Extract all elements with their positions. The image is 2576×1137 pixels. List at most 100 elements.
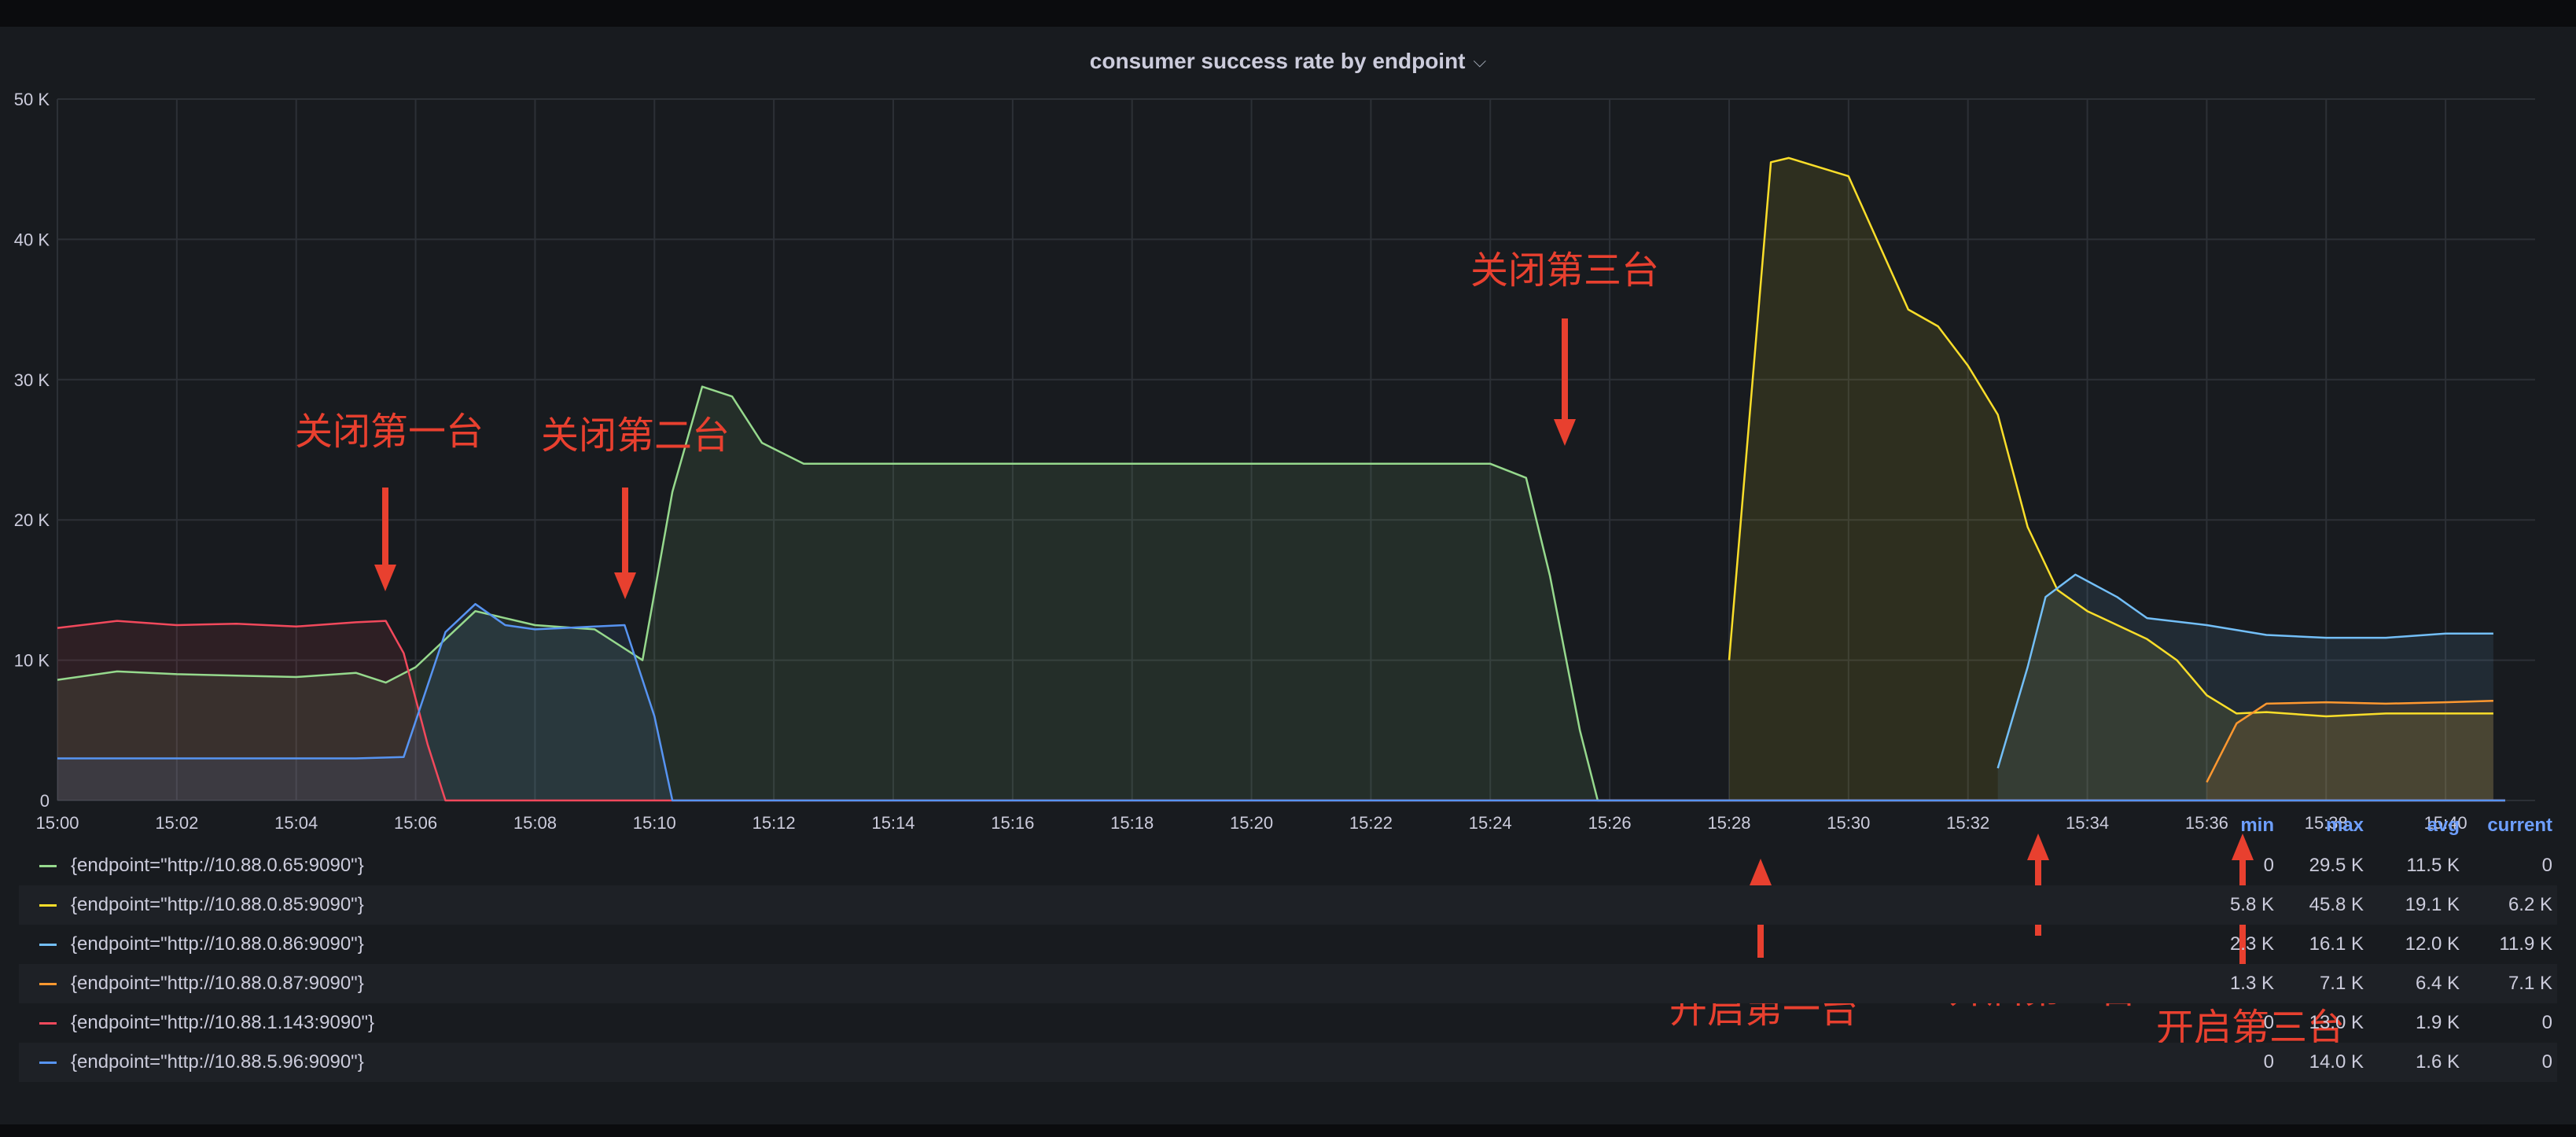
legend-row[interactable]: {endpoint="http://10.88.0.85:9090"} 5.8 K… — [19, 885, 2557, 925]
series-line-1 — [1728, 156, 2493, 718]
x-tick-label: 15:36 — [2185, 813, 2228, 833]
legend-swatch[interactable] — [39, 944, 57, 946]
annotation-label: 开启第三台 — [2156, 1007, 2345, 1049]
y-tick-label: 30 K — [14, 370, 50, 390]
x-tick-label: 15:08 — [513, 813, 557, 833]
legend-stat-min: 0 — [2263, 1051, 2274, 1073]
legend-stat-min: 0 — [2263, 855, 2274, 876]
x-tick-label: 15:14 — [871, 813, 914, 833]
x-tick-label: 15:00 — [35, 813, 79, 833]
series-lines — [57, 156, 2505, 802]
legend-stat-avg: 1.9 K — [2415, 1012, 2460, 1033]
x-tick-label: 15:34 — [2066, 813, 2109, 833]
x-tick-label: 15:40 — [2424, 813, 2467, 833]
legend-stat-current: 0 — [2541, 1051, 2552, 1073]
legend-stat-avg: 6.4 K — [2415, 973, 2460, 994]
legend-row[interactable]: {endpoint="http://10.88.1.143:9090"} 0 13.… — [19, 1003, 2557, 1043]
legend-stat-current: 7.1 K — [2508, 973, 2552, 994]
legend-swatch[interactable] — [39, 904, 57, 907]
legend-stat-min: 1.3 K — [2229, 973, 2274, 994]
annotation-arrowhead — [2232, 833, 2254, 860]
series-areas — [57, 157, 2505, 800]
x-tick-label: 15:30 — [1827, 813, 1870, 833]
x-tick-label: 15:24 — [1469, 813, 1512, 833]
legend-stat-min: 2.3 K — [2229, 933, 2274, 955]
axes: 0 10 K 20 K 30 K 40 K 50 K 15:00 15:02 15:04 15:0… — [14, 90, 2467, 833]
legend-stat-avg: 19.1 K — [2405, 894, 2460, 915]
legend-stat-max: 14.0 K — [2309, 1051, 2364, 1073]
grid — [57, 98, 2535, 801]
annotation-arrowhead — [1554, 419, 1576, 446]
panel-title[interactable]: consumer success rate by endpoint — [1089, 49, 1466, 73]
series-area-1 — [1729, 157, 2493, 800]
legend-stat-avg: 11.5 K — [2406, 855, 2460, 876]
legend-stat-current: 0 — [2541, 1012, 2552, 1033]
legend-stat-min: 5.8 K — [2229, 894, 2274, 915]
annotation-label: 关闭第一台 — [295, 411, 484, 453]
y-tick-label: 40 K — [14, 230, 50, 249]
x-tick-label: 15:22 — [1349, 813, 1393, 833]
annotation-arrowhead — [614, 572, 636, 599]
series-line-4 — [57, 620, 2505, 802]
legend-swatch[interactable] — [39, 983, 57, 985]
x-tick-label: 15:32 — [1946, 813, 1989, 833]
legend-row[interactable]: {endpoint="http://10.88.0.87:9090"} 1.3 K… — [19, 964, 2557, 1003]
legend-stat-current: 11.9 K — [2499, 933, 2552, 955]
legend-stat-max: 7.1 K — [2319, 973, 2364, 994]
series-area-0 — [57, 386, 2505, 800]
x-tick-label: 15:16 — [991, 813, 1034, 833]
y-tick-label: 50 K — [14, 90, 50, 109]
legend-series-name[interactable]: {endpoint="http://10.88.0.85:9090"} — [71, 894, 364, 915]
y-tick-label: 10 K — [14, 651, 50, 671]
annotation-label: 关闭第三台 — [1470, 250, 1659, 292]
legend-stat-max: 45.8 K — [2309, 894, 2364, 915]
x-tick-label: 15:20 — [1230, 813, 1273, 833]
legend-stat-avg: 12.0 K — [2405, 933, 2460, 955]
x-tick-label: 15:26 — [1588, 813, 1632, 833]
legend-stat-current: 0 — [2541, 855, 2552, 876]
legend-series-name[interactable]: {endpoint="http://10.88.0.65:9090"} — [71, 855, 364, 876]
legend-row[interactable]: {endpoint="http://10.88.5.96:9090"} 0 14.0… — [19, 1043, 2557, 1082]
legend-stat-max: 16.1 K — [2309, 933, 2364, 955]
x-tick-label: 15:02 — [155, 813, 198, 833]
annotation-arrowhead — [1750, 859, 1772, 885]
panel-header[interactable]: consumer success rate by endpoint ⌵ — [0, 46, 2576, 77]
series-area-3 — [2206, 701, 2493, 800]
y-tick-label: 0 — [40, 791, 50, 811]
x-tick-label: 15:06 — [394, 813, 437, 833]
legend-header-current[interactable]: current — [2487, 815, 2552, 836]
x-tick-label: 15:04 — [274, 813, 318, 833]
legend-row[interactable]: {endpoint="http://10.88.0.86:9090"} 2.3 K… — [19, 925, 2557, 964]
x-tick-label: 15:10 — [633, 813, 676, 833]
series-line-0 — [57, 385, 2505, 802]
legend-stat-max: 13.0 K — [2309, 1012, 2364, 1033]
legend-stat-max: 29.5 K — [2309, 855, 2364, 876]
legend-stat-min: 0 — [2263, 1012, 2274, 1033]
series-area-5 — [57, 604, 2505, 800]
x-tick-label: 15:12 — [753, 813, 796, 833]
legend-header-avg[interactable]: avg — [2427, 815, 2460, 836]
annotation-label: 关闭第二台 — [541, 415, 730, 457]
legend-series-name[interactable]: {endpoint="http://10.88.0.86:9090"} — [71, 933, 364, 955]
legend-series-name[interactable]: {endpoint="http://10.88.5.96:9090"} — [71, 1051, 364, 1073]
legend-header-max[interactable]: max — [2325, 815, 2364, 836]
annotation-arrowhead — [2027, 833, 2049, 860]
legend-stat-avg: 1.6 K — [2415, 1051, 2460, 1073]
series-line-5 — [57, 602, 2505, 802]
series-line-3 — [2206, 700, 2493, 783]
legend-series-name[interactable]: {endpoint="http://10.88.1.143:9090"} — [71, 1012, 375, 1033]
chevron-down-icon[interactable]: ⌵ — [1473, 51, 1487, 71]
legend-header-min[interactable]: min — [2240, 815, 2274, 836]
legend-stat-current: 6.2 K — [2508, 894, 2552, 915]
legend-swatch[interactable] — [39, 865, 57, 867]
legend-swatch[interactable] — [39, 1062, 57, 1064]
legend-series-name[interactable]: {endpoint="http://10.88.0.87:9090"} — [71, 973, 364, 994]
x-tick-label: 15:18 — [1110, 813, 1154, 833]
series-area-4 — [57, 620, 2505, 800]
legend-swatch[interactable] — [39, 1022, 57, 1025]
x-tick-label: 15:28 — [1707, 813, 1750, 833]
x-tick-label: 15:38 — [2305, 813, 2348, 833]
series-area-2 — [1997, 574, 2493, 800]
series-line-2 — [1996, 573, 2493, 769]
legend-row[interactable]: {endpoint="http://10.88.0.65:9090"} 0 29.5… — [19, 846, 2557, 885]
